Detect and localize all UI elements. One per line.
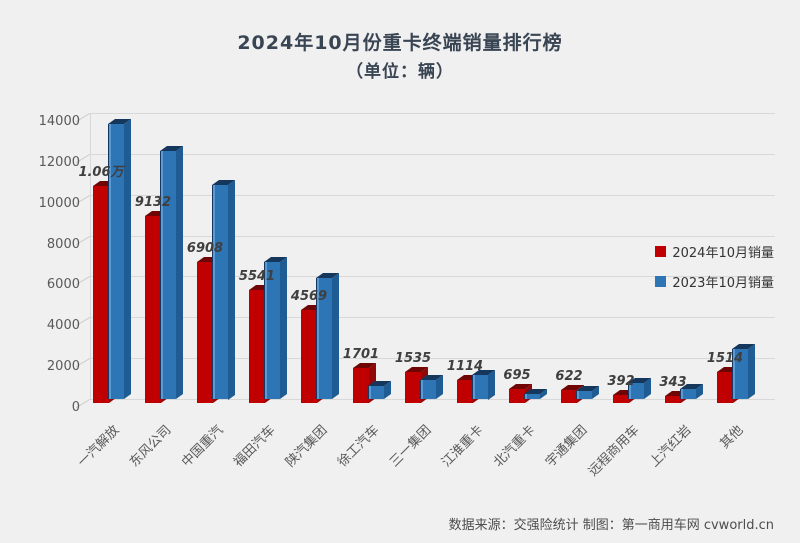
bar-front-face [717, 372, 733, 403]
y-axis-tick-label: 14000 [38, 114, 80, 129]
bar-value-label: 1114 [446, 359, 484, 375]
legend-swatch [655, 276, 667, 287]
gridline [90, 153, 775, 155]
legend-item: 2023年10月销量 [655, 272, 774, 291]
bar-2023 [212, 179, 236, 399]
legend-label: 2024年10月销量 [672, 246, 774, 261]
bar-front-face [420, 379, 436, 399]
bar-front-face [732, 348, 748, 399]
bar-2023 [680, 383, 704, 399]
bar-front-face [405, 371, 421, 403]
bar-2023 [108, 119, 132, 399]
bar-2024 [717, 367, 741, 403]
bar-2023 [628, 377, 652, 399]
chart-subtitle: （单位：辆） [346, 62, 454, 82]
bar-front-face [212, 184, 228, 399]
gridline [90, 399, 775, 400]
gridline [90, 113, 775, 114]
bar-2024 [197, 256, 221, 403]
bar-front-face [93, 186, 109, 403]
bar-2024 [613, 390, 637, 403]
y-axis-tick-label: 4000 [46, 318, 80, 334]
bar-front-face [108, 124, 124, 399]
y-axis-tick-label: 12000 [38, 154, 80, 170]
gridline [90, 317, 775, 319]
bar-2023 [420, 374, 444, 399]
bar-2023 [368, 381, 392, 399]
bar-value-label: 392 [607, 374, 635, 389]
legend-label: 2023年10月销量 [672, 276, 774, 291]
bar-front-face [353, 368, 369, 403]
bar-value-label: 4569 [290, 288, 328, 304]
source-credit: 数据来源：交强险统计 制图：第一商用车网 cvworld.cn [448, 518, 774, 533]
chart-title: 2024年10月份重卡终端销量排行榜 [237, 32, 563, 54]
gridline [90, 235, 775, 237]
bar-2024 [665, 391, 689, 403]
bar-front-face [160, 150, 176, 399]
bar-2024 [353, 363, 377, 403]
bar-front-face [613, 395, 629, 403]
bar-value-label: 6908 [186, 240, 224, 256]
bar-2023 [316, 273, 340, 399]
legend: 2024年10月销量 2023年10月销量 [655, 242, 774, 291]
bar-front-face [576, 390, 592, 399]
bar-front-face [561, 390, 577, 403]
y-axis-tick-label: 0 [71, 400, 80, 415]
bar-value-label: 343 [659, 375, 687, 390]
gridline [90, 276, 775, 278]
bar-value-label: 622 [555, 369, 583, 385]
bar-side-face [228, 179, 235, 399]
bar-2023 [524, 388, 548, 399]
y-axis-tick-label: 2000 [46, 359, 80, 375]
bar-front-face [680, 388, 696, 399]
bar-front-face [264, 262, 280, 399]
bar-value-label: 1.06万 [78, 165, 124, 181]
bar-2024 [93, 181, 117, 403]
bar-front-face [509, 388, 525, 403]
bar-value-label: 5541 [238, 268, 276, 284]
bar-2024 [145, 211, 169, 403]
legend-item: 2024年10月销量 [655, 242, 774, 261]
bar-2024 [301, 304, 325, 403]
y-axis-tick-label: 10000 [38, 195, 80, 211]
legend-swatch [655, 246, 667, 257]
bar-2024 [457, 375, 481, 403]
bar-front-face [316, 278, 332, 399]
gridline [90, 358, 775, 360]
bar-2024 [509, 383, 533, 403]
bar-front-face [197, 261, 213, 403]
bar-front-face [145, 216, 161, 403]
axis-wall-edge [90, 113, 91, 399]
bar-front-face [524, 393, 540, 399]
bar-value-label: 1535 [394, 350, 432, 366]
y-axis-tick-label: 6000 [46, 277, 80, 293]
bar-2024 [249, 284, 273, 403]
bar-front-face [628, 382, 644, 399]
bar-side-face [176, 145, 183, 399]
bar-2023 [264, 257, 288, 399]
bar-value-label: 1701 [342, 347, 380, 363]
bar-front-face [249, 289, 265, 403]
bar-front-face [301, 309, 317, 403]
y-axis-tick-label: 8000 [46, 236, 80, 252]
bar-2023 [472, 369, 496, 399]
bar-front-face [368, 386, 384, 399]
bar-front-face [472, 374, 488, 399]
bar-front-face [665, 396, 681, 403]
bar-2024 [405, 366, 429, 403]
bar-2023 [160, 145, 184, 399]
bar-front-face [457, 380, 473, 403]
bar-value-label: 1514 [706, 351, 744, 367]
bar-value-label: 9132 [134, 195, 172, 211]
gridline [90, 194, 775, 196]
bar-value-label: 695 [503, 367, 531, 383]
bar-2023 [732, 343, 756, 399]
bar-2023 [576, 385, 600, 399]
bar-2024 [561, 385, 585, 403]
